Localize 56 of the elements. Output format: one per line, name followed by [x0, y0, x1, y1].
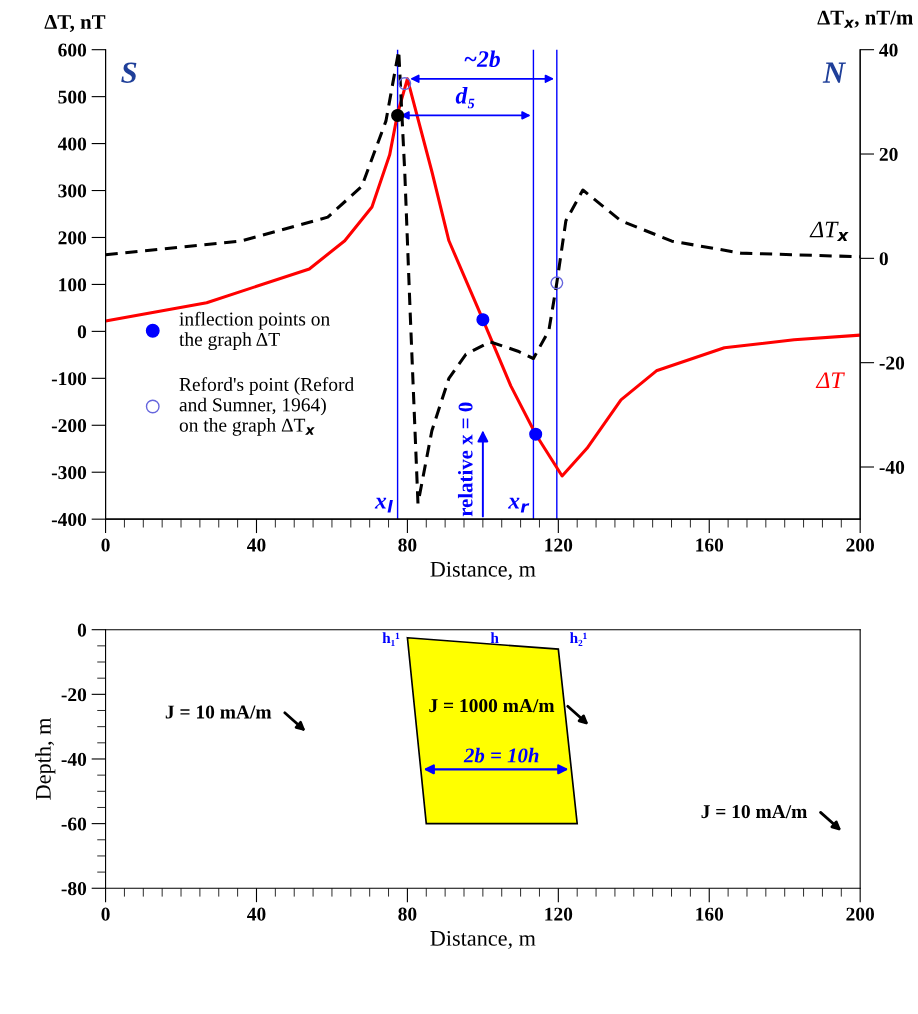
x-tick-label: 0 — [101, 907, 110, 921]
series-label: ΔT — [815, 372, 845, 389]
y-tick-label: 600 — [58, 43, 87, 57]
annotation: J = 10 mA/m — [701, 805, 808, 819]
annotation: S — [121, 62, 137, 83]
annotation: h — [490, 632, 499, 643]
annotation: J = 10 mA/m — [165, 705, 272, 719]
y2-tick-label: 0 — [879, 252, 888, 266]
x-tick-label: 40 — [247, 907, 266, 921]
ref-line-label: x$_{l}$ — [374, 497, 393, 513]
y-axis-title: Depth, m — [35, 717, 56, 800]
x-tick-label: 0 — [101, 538, 110, 552]
annotation: h₁¹ — [382, 632, 400, 646]
y-tick-label: -200 — [51, 419, 87, 433]
x-tick-label: 120 — [545, 538, 573, 552]
x-axis-title: Distance, m — [430, 930, 536, 950]
annotation: N — [822, 62, 846, 83]
x-tick-label: 40 — [247, 538, 266, 552]
ref-line-label: x$_{r}$ — [507, 497, 530, 513]
y-tick-label: 0 — [77, 325, 87, 339]
annotation: 2b = 10h — [463, 747, 539, 763]
x-tick-label: 80 — [398, 907, 417, 921]
annotation: d₅ — [455, 87, 475, 109]
annotation: ~2b — [464, 50, 500, 68]
y2-tick-label: -20 — [879, 356, 905, 370]
annotation: J = 1000 mA/m — [429, 699, 555, 713]
y-tick-label: -40 — [61, 752, 87, 766]
x-tick-label: 200 — [846, 538, 875, 552]
legend-label: Reford's point (Reford and Sumner, 1964) on the graph ΔT$_{x}$ — [179, 377, 354, 436]
x-tick-label: 80 — [398, 538, 417, 552]
y-tick-label: -100 — [51, 372, 87, 386]
x-tick-label: 120 — [545, 907, 573, 921]
y-tick-label: 400 — [57, 137, 87, 151]
y-tick-label: -300 — [51, 466, 87, 480]
x-tick-label: 160 — [696, 907, 724, 921]
x-tick-label: 160 — [696, 538, 724, 552]
y-tick-label: 300 — [58, 184, 87, 198]
annotation: relative x = 0 — [457, 402, 473, 517]
annotation: h₂¹ — [570, 632, 587, 646]
y-tick-label: -60 — [61, 817, 87, 831]
series-label: ΔT$_{x}$ — [809, 221, 849, 242]
y-axis-title: ΔT, nT — [44, 15, 106, 33]
y-tick-label: 0 — [77, 623, 87, 637]
y2-tick-label: -40 — [879, 460, 905, 474]
y-tick-label: 500 — [58, 90, 87, 104]
y2-axis-title: ΔT$_{x}$, nT/m — [817, 10, 913, 28]
y-tick-label: -20 — [61, 688, 87, 702]
x-axis-title: Distance, m — [430, 561, 536, 580]
y-tick-label: 200 — [58, 231, 87, 245]
x-tick-label: 200 — [846, 907, 875, 921]
y-tick-label: -80 — [61, 882, 87, 896]
legend-label: inflection points on the graph ΔT — [179, 311, 330, 350]
y-tick-label: 100 — [59, 278, 87, 292]
y-tick-label: -400 — [51, 512, 87, 527]
y2-tick-label: 40 — [879, 43, 898, 57]
y2-tick-label: 20 — [879, 147, 898, 161]
